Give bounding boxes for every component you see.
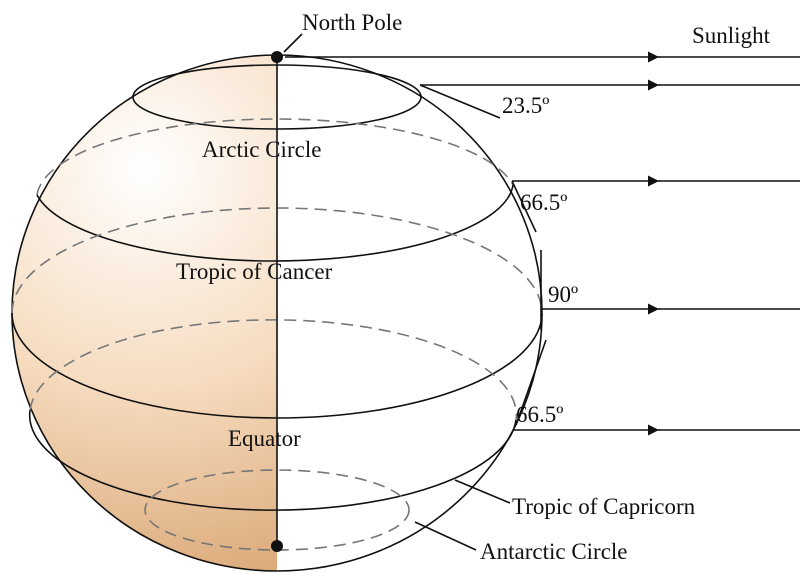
label: 66.5º: [520, 190, 567, 215]
label: 23.5º: [502, 93, 549, 118]
south-pole-dot: [271, 540, 283, 552]
cancer-front: [36, 184, 514, 262]
capricorn-front: [28, 409, 517, 511]
sun-rays: [285, 51, 800, 436]
label: Antarctic Circle: [480, 539, 628, 564]
label: Tropic of Cancer: [176, 259, 333, 284]
label: Tropic of Capricorn: [512, 494, 696, 519]
label: Sunlight: [692, 23, 771, 48]
north-pole-dot: [271, 51, 283, 63]
tangents: [283, 33, 547, 551]
label: 90º: [548, 282, 578, 307]
label: Arctic Circle: [202, 137, 321, 162]
label: North Pole: [302, 10, 402, 35]
label: 66.5º: [516, 402, 563, 427]
label: Equator: [228, 426, 301, 451]
capricorn-back: [29, 319, 518, 421]
cancer-back: [36, 118, 514, 196]
shaded-half: [12, 55, 277, 571]
